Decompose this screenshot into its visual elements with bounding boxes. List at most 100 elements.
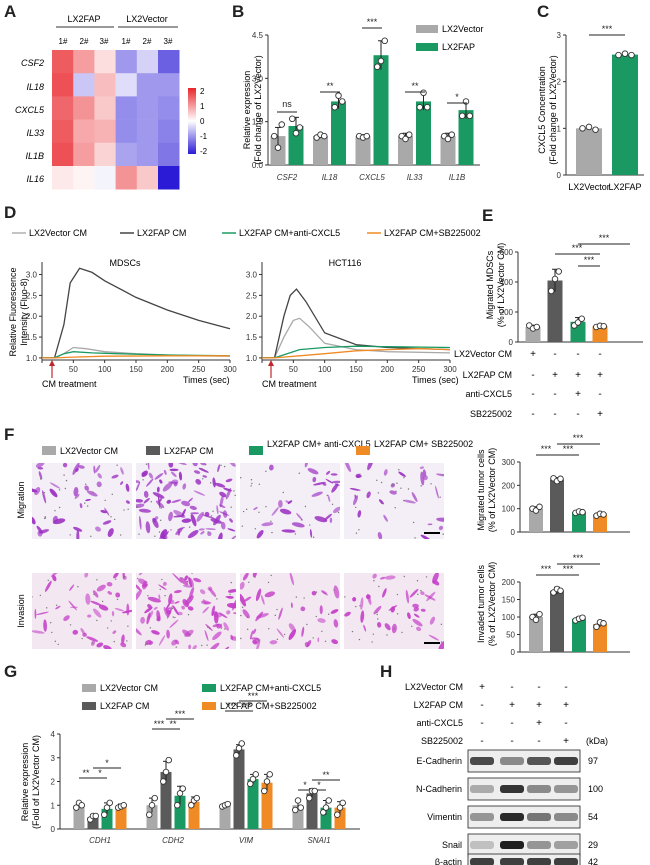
colorbar-tick: -2: [200, 147, 208, 156]
heatmap-row-label: IL18: [26, 82, 44, 92]
pore-dot: [45, 607, 48, 609]
bar: [550, 590, 564, 652]
cell-stain: [34, 487, 41, 496]
bar: [331, 101, 346, 165]
panel-label-h: H: [380, 662, 393, 681]
cell-stain: [52, 575, 57, 582]
cell-stain: [291, 522, 305, 528]
blot-band: [470, 785, 494, 793]
pore-dot: [189, 633, 192, 636]
panel-g-ylabel: Relative expression: [20, 743, 30, 822]
pore-dot: [124, 576, 126, 578]
x-tick-label: 300: [223, 365, 237, 374]
legend-swatch: [82, 684, 96, 692]
cell-stain: [43, 619, 47, 632]
y-tick-label: 100: [502, 505, 516, 514]
cell-stain: [162, 581, 167, 586]
data-point: [261, 787, 268, 795]
pore-dot: [69, 534, 71, 536]
pore-dot: [442, 473, 444, 476]
row-label: Invasion: [16, 594, 26, 628]
y-tick-label: 2.5: [26, 291, 38, 300]
cell-stain: [184, 575, 189, 581]
treatment-sign: -: [598, 349, 601, 360]
cell-stain: [52, 515, 58, 523]
cell-stain: [188, 576, 193, 588]
heatmap-cell: [52, 166, 74, 190]
cell-stain: [100, 509, 107, 514]
pore-dot: [315, 615, 317, 618]
cell-stain: [384, 623, 391, 631]
pore-dot: [49, 621, 52, 624]
colorbar-tick: 1: [200, 102, 205, 111]
cell-stain: [86, 636, 99, 642]
heatmap-cell: [52, 96, 74, 120]
cell-stain: [166, 629, 170, 639]
bar: [160, 772, 172, 829]
cell-stain: [252, 573, 258, 578]
heatmap-cell: [73, 119, 95, 144]
pore-dot: [396, 482, 398, 484]
blot-band: [470, 841, 494, 849]
data-point: [271, 132, 278, 140]
cell-stain: [199, 589, 206, 595]
panel-c-ylabel2: (Fold change of LX2Vector): [548, 55, 558, 165]
cell-stain: [373, 605, 382, 615]
pore-dot: [150, 501, 153, 503]
data-point: [224, 800, 231, 808]
pore-dot: [136, 506, 138, 508]
y-tick-label: 200: [502, 578, 516, 587]
pore-dot: [359, 605, 361, 607]
legend-swatch: [146, 446, 160, 455]
cell-stain: [219, 491, 227, 498]
pore-dot: [403, 499, 405, 502]
pore-dot: [127, 625, 129, 627]
cell-stain: [255, 588, 262, 602]
cell-stain: [289, 573, 294, 586]
cell-stain: [187, 529, 199, 539]
cell-stain: [193, 470, 201, 474]
treatment-sign: -: [531, 370, 534, 381]
legend-swatch: [356, 446, 370, 455]
data-point: [406, 131, 413, 138]
treatment-sign: -: [531, 409, 534, 420]
cell-stain: [435, 485, 439, 499]
heatmap-cell: [94, 73, 116, 97]
kda-value: 100: [588, 784, 603, 794]
pore-dot: [106, 627, 109, 629]
cell-stain: [147, 604, 152, 609]
data-point: [459, 112, 466, 120]
data-point: [151, 794, 158, 802]
cell-stain: [324, 513, 332, 521]
heatmap-cell: [94, 96, 116, 120]
pore-dot: [230, 506, 232, 508]
cell-stain: [139, 515, 142, 530]
cell-stain: [200, 531, 205, 535]
pore-dot: [248, 581, 250, 583]
data-point: [574, 319, 582, 326]
treatment-row-label: SB225002: [470, 409, 512, 419]
heatmap-cell: [94, 166, 116, 190]
pore-dot: [294, 533, 297, 535]
pore-dot: [137, 577, 139, 580]
y-tick-label: 200: [500, 308, 514, 317]
heatmap-cell: [115, 96, 138, 120]
heatmap-col-label: 1#: [122, 37, 131, 46]
y-tick-label: 50: [506, 631, 515, 640]
bar: [320, 807, 332, 829]
protein-label: β-actin: [435, 857, 462, 865]
cell-stain: [288, 629, 297, 640]
pore-dot: [234, 494, 236, 497]
series-line: [42, 267, 231, 359]
cell-stain: [420, 471, 425, 486]
blot-band: [500, 841, 524, 849]
cell-stain: [403, 499, 416, 504]
treatment-sign: -: [553, 349, 556, 360]
pore-dot: [96, 579, 98, 581]
cell-stain: [34, 608, 37, 619]
cell-stain: [331, 483, 339, 493]
data-point: [292, 129, 300, 137]
panel-label-g: G: [4, 662, 18, 681]
cell-stain: [72, 629, 79, 635]
